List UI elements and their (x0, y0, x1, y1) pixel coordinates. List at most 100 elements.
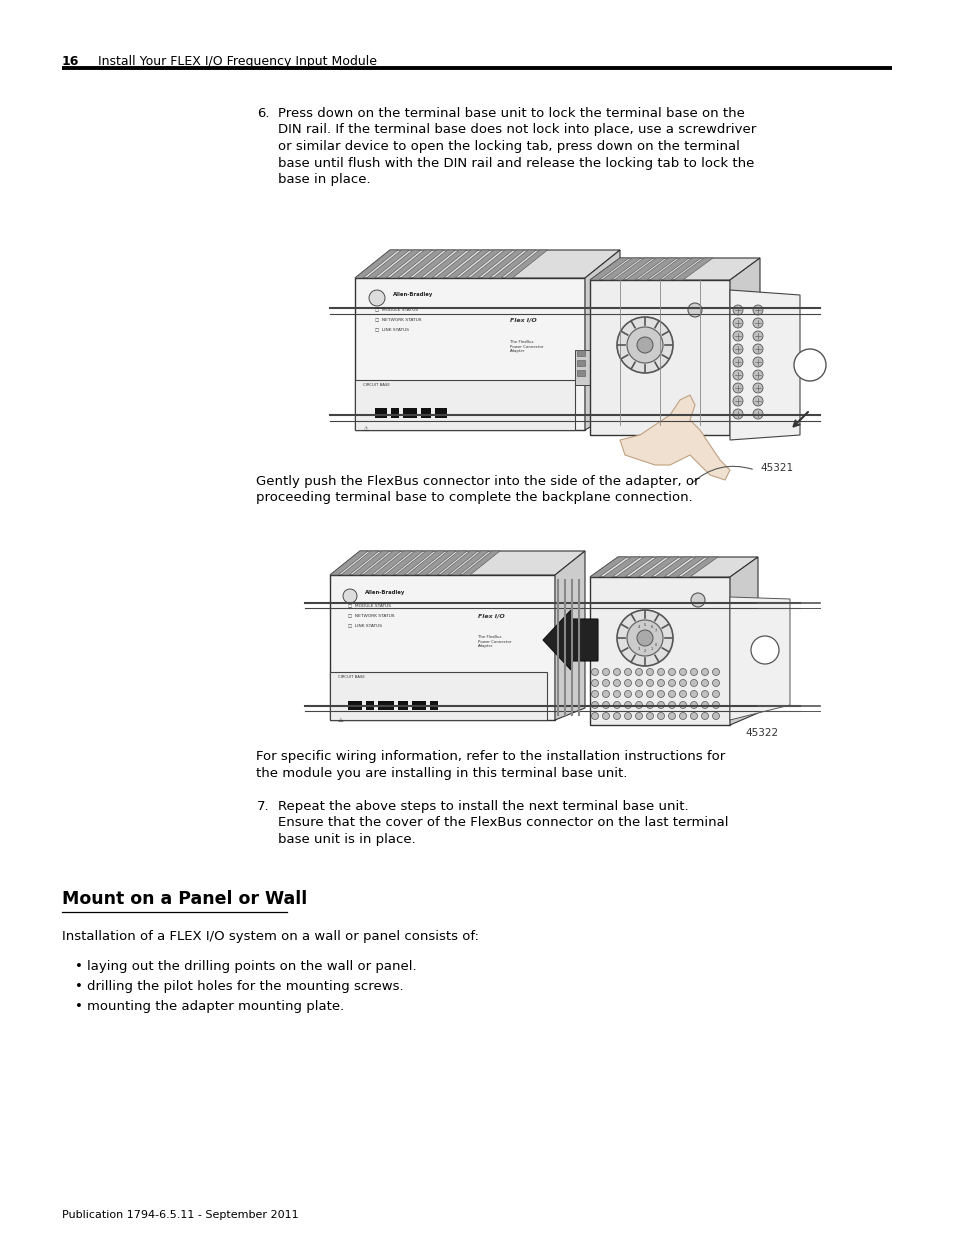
Circle shape (624, 668, 631, 676)
Polygon shape (355, 249, 397, 278)
Polygon shape (352, 551, 390, 576)
Text: •: • (75, 1000, 83, 1013)
Circle shape (613, 668, 619, 676)
Circle shape (602, 679, 609, 687)
Text: 4: 4 (637, 625, 639, 629)
Circle shape (646, 701, 653, 709)
Text: □  LINK STATUS: □ LINK STATUS (375, 327, 409, 331)
Polygon shape (451, 551, 489, 576)
Polygon shape (504, 249, 547, 278)
Text: mounting the adapter mounting plate.: mounting the adapter mounting plate. (87, 1000, 344, 1013)
Text: Publication 1794-6.5.11 - September 2011: Publication 1794-6.5.11 - September 2011 (62, 1210, 298, 1220)
Circle shape (687, 303, 701, 317)
Polygon shape (584, 249, 619, 430)
Polygon shape (625, 258, 664, 280)
Circle shape (752, 409, 762, 419)
Circle shape (668, 679, 675, 687)
Bar (589, 280, 729, 435)
Polygon shape (423, 249, 467, 278)
Polygon shape (589, 258, 760, 280)
Text: Install Your FLEX I/O Frequency Input Module: Install Your FLEX I/O Frequency Input Mo… (98, 56, 376, 68)
Circle shape (690, 668, 697, 676)
Circle shape (732, 409, 742, 419)
Polygon shape (429, 551, 467, 576)
Polygon shape (628, 557, 665, 577)
Text: Flex I/O: Flex I/O (477, 613, 504, 618)
Polygon shape (447, 249, 490, 278)
Text: □  NETWORK STATUS: □ NETWORK STATUS (348, 613, 395, 618)
Polygon shape (400, 249, 443, 278)
Bar (366, 701, 374, 710)
Polygon shape (461, 551, 499, 576)
Text: the module you are installing in this terminal base unit.: the module you are installing in this te… (255, 767, 627, 779)
Text: proceeding terminal base to complete the backplane connection.: proceeding terminal base to complete the… (255, 492, 692, 505)
Bar (397, 701, 408, 710)
Text: 7: 7 (655, 630, 657, 634)
Circle shape (752, 305, 762, 315)
Circle shape (635, 701, 641, 709)
Polygon shape (363, 551, 400, 576)
Bar (377, 701, 394, 710)
Circle shape (657, 690, 664, 698)
Circle shape (793, 350, 825, 382)
Text: □  MODULE STATUS: □ MODULE STATUS (375, 308, 417, 311)
Circle shape (700, 701, 708, 709)
Polygon shape (589, 557, 758, 577)
Circle shape (690, 690, 697, 698)
Circle shape (752, 370, 762, 380)
Circle shape (668, 668, 675, 676)
Circle shape (732, 383, 742, 393)
Bar (348, 701, 361, 710)
Polygon shape (575, 350, 589, 385)
Polygon shape (355, 249, 619, 278)
Polygon shape (389, 249, 432, 278)
Circle shape (668, 713, 675, 720)
Text: base in place.: base in place. (277, 173, 370, 186)
Text: 2: 2 (643, 650, 645, 653)
Bar (420, 408, 431, 417)
Text: Repeat the above steps to install the next terminal base unit.: Repeat the above steps to install the ne… (277, 800, 688, 813)
Circle shape (591, 679, 598, 687)
Circle shape (732, 370, 742, 380)
Text: 1: 1 (650, 647, 652, 651)
Text: 6.: 6. (256, 107, 269, 120)
Circle shape (732, 396, 742, 406)
Polygon shape (366, 249, 409, 278)
Bar (375, 408, 387, 417)
Polygon shape (729, 258, 760, 435)
Polygon shape (435, 249, 478, 278)
Polygon shape (649, 258, 688, 280)
Polygon shape (667, 557, 704, 577)
Polygon shape (641, 557, 679, 577)
Circle shape (635, 713, 641, 720)
Polygon shape (470, 249, 513, 278)
Circle shape (690, 593, 704, 606)
Text: The FlexBus
Power Connector
Adapter: The FlexBus Power Connector Adapter (477, 635, 511, 648)
Polygon shape (614, 258, 652, 280)
Text: Ensure that the cover of the FlexBus connector on the last terminal: Ensure that the cover of the FlexBus con… (277, 816, 728, 830)
Circle shape (700, 690, 708, 698)
Circle shape (668, 690, 675, 698)
Text: drilling the pilot holes for the mounting screws.: drilling the pilot holes for the mountin… (87, 981, 403, 993)
Circle shape (712, 701, 719, 709)
Circle shape (752, 345, 762, 354)
Bar (402, 408, 416, 417)
Bar (589, 577, 729, 725)
Bar (430, 701, 437, 710)
Circle shape (624, 701, 631, 709)
Circle shape (369, 290, 385, 306)
Circle shape (646, 668, 653, 676)
Circle shape (613, 701, 619, 709)
Text: 7.: 7. (256, 800, 270, 813)
Circle shape (613, 690, 619, 698)
Polygon shape (638, 258, 677, 280)
Polygon shape (673, 258, 712, 280)
Polygon shape (589, 557, 626, 577)
Polygon shape (616, 557, 652, 577)
Circle shape (591, 701, 598, 709)
Polygon shape (680, 557, 718, 577)
Bar (330, 576, 555, 720)
Polygon shape (340, 551, 378, 576)
Text: 6: 6 (650, 625, 652, 629)
Circle shape (635, 668, 641, 676)
